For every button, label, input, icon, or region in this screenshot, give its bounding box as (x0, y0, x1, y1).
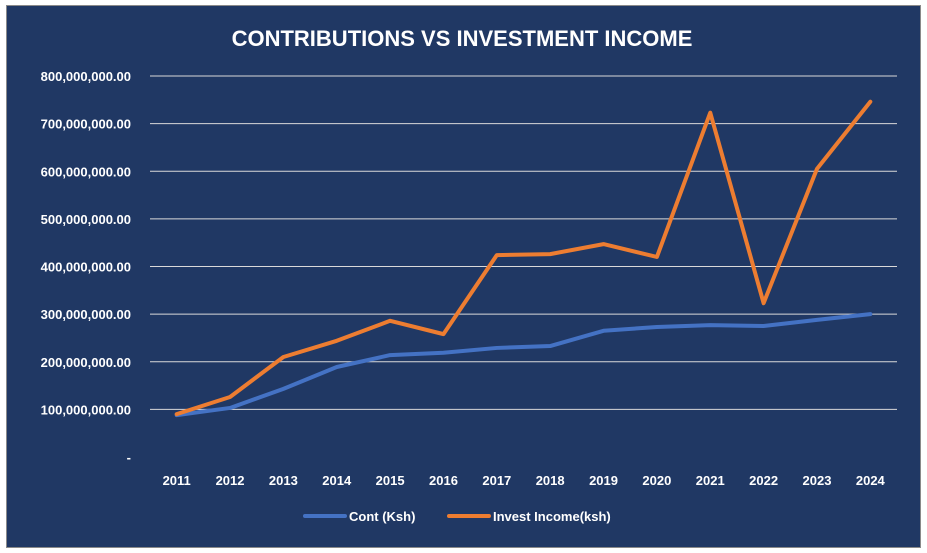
x-tick-label: 2017 (482, 473, 511, 488)
x-tick-label: 2018 (536, 473, 565, 488)
y-tick-label: 500,000,000.00 (41, 212, 131, 227)
x-tick-label: 2015 (376, 473, 405, 488)
y-tick-label: 100,000,000.00 (41, 402, 131, 417)
y-tick-label: 600,000,000.00 (41, 164, 131, 179)
x-tick-label: 2014 (322, 473, 352, 488)
series-line-investment-income (174, 99, 873, 417)
x-tick-label: 2013 (269, 473, 298, 488)
chart-background (6, 5, 921, 548)
legend-label: Invest Income(ksh) (493, 509, 611, 524)
y-tick-label: 800,000,000.00 (41, 69, 131, 84)
x-tick-label: 2024 (856, 473, 886, 488)
y-tick-label: - (127, 450, 131, 465)
x-tick-label: 2021 (696, 473, 725, 488)
legend-label: Cont (Ksh) (349, 509, 415, 524)
x-tick-label: 2016 (429, 473, 458, 488)
x-tick-label: 2023 (803, 473, 832, 488)
y-tick-label: 400,000,000.00 (41, 260, 131, 275)
y-tick-label: 300,000,000.00 (41, 307, 131, 322)
y-tick-label: 200,000,000.00 (41, 355, 131, 370)
chart-title: CONTRIBUTIONS VS INVESTMENT INCOME (232, 26, 693, 51)
x-tick-label: 2019 (589, 473, 618, 488)
x-tick-label: 2011 (163, 473, 191, 488)
x-tick-label: 2020 (642, 473, 671, 488)
y-tick-label: 700,000,000.00 (41, 117, 131, 132)
x-tick-label: 2022 (749, 473, 778, 488)
series-line-contributions (174, 312, 873, 418)
x-tick-label: 2012 (216, 473, 245, 488)
